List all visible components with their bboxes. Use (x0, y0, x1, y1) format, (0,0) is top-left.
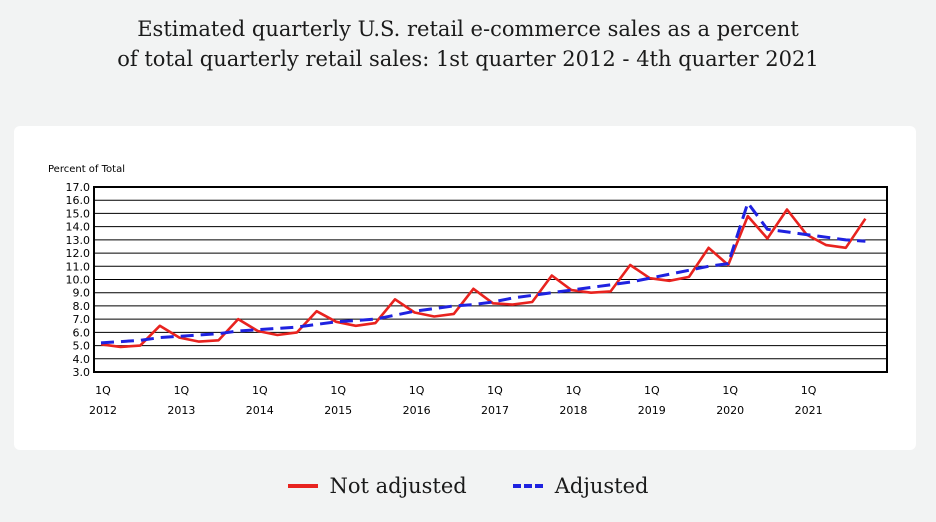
chart-title-line-2: of total quarterly retail sales: 1st qua… (117, 47, 819, 71)
y-tick-label: 7.0 (73, 313, 91, 326)
y-tick-label: 16.0 (66, 194, 91, 207)
x-tick-year: 2012 (89, 404, 117, 417)
grid-lines (94, 186, 887, 373)
plot-area-frame (93, 186, 888, 373)
x-tick-quarter: 1Q (409, 384, 425, 397)
x-tick-quarter: 1Q (252, 384, 268, 397)
chart-card (14, 126, 916, 450)
y-tick-label: 12.0 (66, 247, 91, 260)
y-tick-label: 14.0 (66, 221, 91, 234)
x-tick-quarter: 1Q (330, 384, 346, 397)
x-tick-year: 2019 (638, 404, 666, 417)
legend-label-adjusted: Adjusted (554, 474, 649, 498)
x-tick-year: 2014 (246, 404, 274, 417)
x-tick-year: 2018 (559, 404, 587, 417)
x-tick-labels: 1Q 2012 1Q 2013 1Q 2014 1Q 2015 1Q 2016 1Q 2017 1Q 20… (89, 384, 823, 417)
x-tick-quarter: 1Q (801, 384, 817, 397)
x-tick-quarter: 1Q (487, 384, 503, 397)
x-tick-quarter: 1Q (566, 384, 582, 397)
y-tick-label: 4.0 (73, 353, 91, 366)
y-tick-label: 3.0 (73, 366, 91, 379)
y-tick-label: 10.0 (66, 274, 91, 287)
y-tick-label: 15.0 (66, 207, 91, 220)
legend-swatch-adjusted (512, 484, 543, 488)
x-tick-quarter: 1Q (174, 384, 190, 397)
y-tick-labels: 17.016.015.014.013.012.011.010.09.08.07.… (66, 181, 91, 379)
y-tick-label: 9.0 (73, 287, 91, 300)
x-tick-quarter: 1Q (722, 384, 738, 397)
x-tick-year: 2020 (716, 404, 744, 417)
chart-title-line-1: Estimated quarterly U.S. retail e-commer… (137, 17, 799, 41)
series-line-not-adjusted (100, 208, 867, 349)
y-axis-label: Percent of Total (48, 164, 125, 175)
x-tick-year: 2013 (167, 404, 195, 417)
chart-title: Estimated quarterly U.S. retail e-commer… (0, 14, 936, 74)
x-tick-quarter: 1Q (644, 384, 660, 397)
legend-swatch-not-adjusted (287, 484, 318, 488)
y-tick-label: 13.0 (66, 234, 91, 247)
y-tick-label: 5.0 (73, 340, 91, 353)
legend-item-adjusted: Adjusted (512, 474, 649, 498)
y-tick-label: 17.0 (66, 181, 91, 194)
x-tick-year: 2015 (324, 404, 352, 417)
series-lines (100, 201, 867, 349)
y-tick-label: 6.0 (73, 326, 91, 339)
x-tick-year: 2021 (795, 404, 823, 417)
y-tick-label: 8.0 (73, 300, 91, 313)
x-tick-year: 2016 (403, 404, 431, 417)
legend: Not adjusted Adjusted (0, 474, 936, 498)
legend-label-not-adjusted: Not adjusted (329, 474, 467, 498)
x-tick-year: 2017 (481, 404, 509, 417)
y-tick-label: 11.0 (66, 260, 91, 273)
legend-item-not-adjusted: Not adjusted (287, 474, 467, 498)
series-line-adjusted (100, 201, 866, 345)
x-tick-quarter: 1Q (95, 384, 111, 397)
